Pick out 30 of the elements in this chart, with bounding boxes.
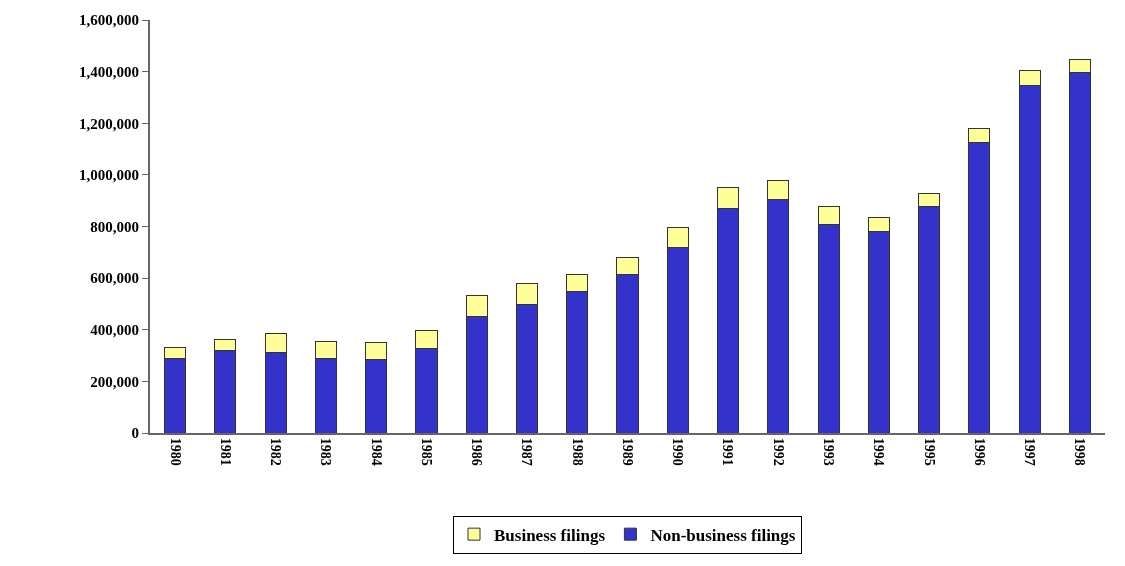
legend-label: Non-business filings [650, 525, 796, 545]
y-tick-label: 600,000 [90, 270, 139, 287]
x-tick-label: 1990 [670, 437, 686, 466]
x-tick-label: 1987 [519, 437, 535, 466]
x-tick-label: 1992 [770, 437, 786, 466]
x-tick-label: 1986 [469, 437, 485, 466]
x-tick-label: 1988 [569, 437, 585, 466]
x-tick-label: 1994 [871, 437, 887, 466]
y-tick-label: 200,000 [90, 373, 139, 390]
x-tick-label: 1982 [268, 437, 284, 466]
y-tick-label: 800,000 [90, 218, 139, 235]
y-tick-label: 0 [131, 425, 139, 442]
x-tick-label: 1983 [318, 437, 334, 466]
x-tick-label: 1998 [1072, 437, 1088, 466]
y-tick-label: 400,000 [90, 322, 139, 338]
legend-label: Business filings [494, 525, 606, 545]
x-tick-label: 1989 [619, 437, 635, 466]
x-tick-label: 1993 [821, 437, 836, 466]
x-tick-label: 1996 [971, 437, 987, 466]
y-tick-label: 1,200,000 [79, 115, 139, 132]
y-tick-label: 1,400,000 [79, 63, 139, 80]
x-tick-label: 1985 [418, 437, 434, 466]
x-tick-label: 1991 [720, 437, 736, 466]
x-tick-label: 1981 [217, 437, 233, 466]
x-tick-label: 1997 [1022, 437, 1038, 466]
y-tick-label: 1,600,000 [79, 12, 139, 29]
x-tick-label: 1984 [368, 437, 384, 466]
x-tick-label: 1995 [921, 437, 937, 466]
y-tick-label: 1,000,000 [79, 167, 139, 184]
x-tick-label: 1980 [167, 437, 183, 466]
